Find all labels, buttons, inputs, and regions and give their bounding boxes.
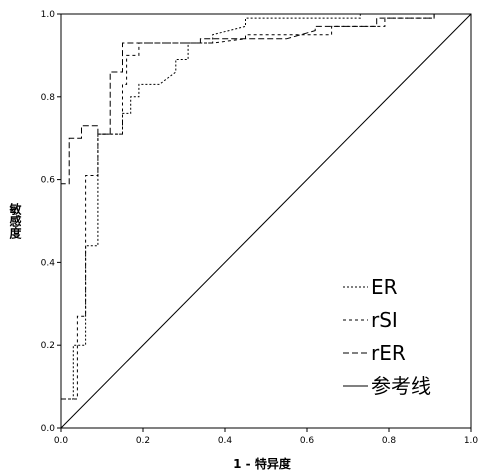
- curve-1: [60, 13, 471, 428]
- y-axis: 0.0 0.2 0.4 0.6 0.8 1.0: [41, 10, 61, 434]
- y-tick-label: 0.2: [41, 341, 55, 351]
- y-tick-label: 0.6: [41, 176, 56, 186]
- y-tick-label: 0.8: [41, 93, 56, 103]
- legend-label: ER: [371, 275, 398, 299]
- x-tick-label: 0.8: [382, 436, 397, 446]
- roc-curves: [60, 13, 472, 429]
- x-tick-label: 1.0: [464, 436, 479, 446]
- y-tick-label: 1.0: [41, 10, 56, 20]
- legend-label: rER: [371, 341, 406, 365]
- x-axis-title: 1 - 特异度: [233, 456, 292, 471]
- y-axis-title: 敏感度: [8, 202, 22, 240]
- legend-label: rSI: [371, 308, 398, 332]
- x-tick-label: 0.0: [54, 436, 69, 446]
- curve-3: [60, 13, 472, 429]
- legend: ER rSI rER 参考线: [343, 275, 431, 398]
- x-tick-label: 0.2: [136, 436, 150, 446]
- legend-label: 参考线: [371, 374, 431, 398]
- x-tick-label: 0.6: [300, 436, 315, 446]
- x-axis: 0.0 0.2 0.4 0.6 0.8 1.0: [54, 428, 479, 446]
- curve-2: [60, 13, 471, 428]
- curve-0: [60, 13, 471, 428]
- x-tick-label: 0.4: [218, 436, 233, 446]
- y-tick-label: 0.0: [41, 424, 56, 434]
- y-tick-label: 0.4: [41, 258, 56, 268]
